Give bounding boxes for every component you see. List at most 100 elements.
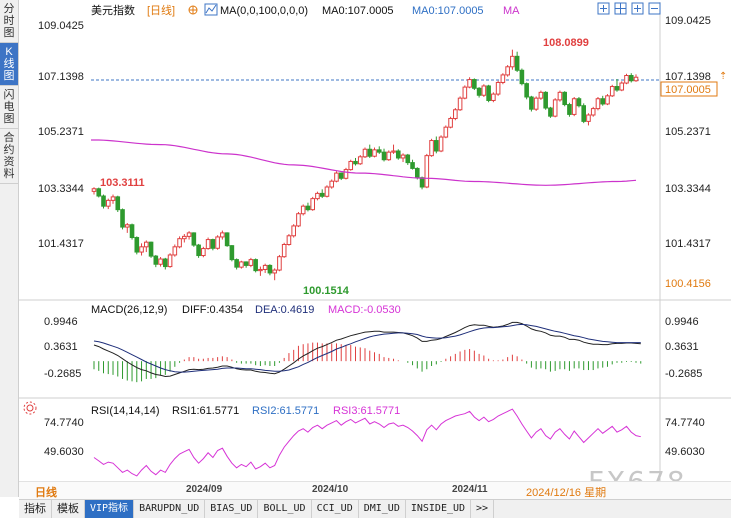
price-tick-left: 109.0425	[38, 20, 84, 32]
price-tick-right: 107.1398	[665, 71, 711, 83]
candle-body	[362, 148, 368, 158]
candle-body	[434, 140, 439, 152]
macd-tick-right: 0.3631	[665, 341, 699, 353]
candle-body	[258, 268, 263, 272]
rsi-tick-right: 49.6030	[665, 446, 705, 458]
candle-body	[129, 224, 135, 239]
candle-body	[600, 98, 606, 105]
high-annotation: 108.0899	[543, 37, 589, 49]
candle-body	[514, 55, 520, 71]
candle-body	[124, 224, 130, 228]
indicator-tab[interactable]: 指标	[19, 500, 52, 518]
candle-body	[353, 160, 358, 165]
indicator-tab[interactable]: BARUPDN_UD	[134, 500, 206, 518]
candle-body	[239, 261, 244, 268]
candle-body	[609, 86, 615, 97]
macd-diff-value: DIFF:0.4354	[182, 304, 243, 316]
candle-body	[267, 264, 273, 274]
instrument-name: 美元指数	[91, 3, 135, 17]
candle-body	[177, 238, 182, 248]
indicator-tab[interactable]: BIAS_UD	[205, 500, 259, 518]
candle-body	[529, 96, 534, 110]
indicator-tab[interactable]: BOLL_UD	[258, 500, 312, 518]
candle-body	[567, 104, 572, 115]
zoom-out-icon[interactable]	[648, 2, 661, 15]
candle-body	[476, 87, 482, 96]
candle-body	[182, 235, 187, 240]
side-tab-3[interactable]: 合约资料	[0, 129, 18, 184]
candle-body	[115, 196, 121, 211]
candle-body	[186, 232, 192, 237]
side-tab-2[interactable]: 闪电图	[0, 86, 18, 129]
candle-body	[443, 126, 449, 138]
candle-body	[590, 108, 596, 116]
indicator-tab[interactable]: 模板	[52, 500, 85, 518]
candle-body	[495, 81, 501, 95]
candle-body	[148, 241, 154, 257]
candle-body	[472, 79, 477, 89]
candle-body	[338, 172, 344, 179]
indicator-tab[interactable]: VIP指标	[85, 500, 135, 518]
candle-body	[548, 107, 553, 117]
candle-body	[234, 259, 239, 268]
rsi-tick-left: 74.7740	[44, 417, 84, 429]
zoom-in-icon[interactable]	[631, 2, 644, 15]
candle-body	[605, 95, 610, 105]
candle-body	[153, 255, 159, 265]
price-tick-right: 109.0425	[665, 15, 711, 27]
candle-body	[448, 117, 453, 128]
candle-body	[215, 236, 220, 249]
left-annotation: 103.3111	[100, 177, 145, 189]
ma-legend: MA	[503, 5, 520, 17]
macd-tick-right: -0.2685	[665, 368, 702, 380]
candle-body	[272, 269, 277, 274]
side-tab-label: 分时图	[3, 3, 15, 39]
rsi-plot	[93, 408, 641, 477]
candle-body	[286, 235, 292, 246]
candle-body	[139, 246, 144, 253]
indicator-tab[interactable]: INSIDE_UD	[406, 500, 472, 518]
price-axis-left: 109.0425 107.1398 105.2371 103.3344 101.…	[38, 20, 84, 250]
candle-body	[191, 232, 197, 246]
price-axis-right: 109.0425 107.1398 105.2371 103.3344 101.…	[665, 15, 711, 250]
indicator-tab[interactable]: CCI_UD	[312, 500, 359, 518]
side-tab-0[interactable]: 分时图	[0, 0, 18, 43]
period-settings-icon[interactable]	[188, 5, 198, 15]
candle-body	[481, 85, 487, 96]
crosshair-icon[interactable]	[597, 2, 610, 15]
period-label[interactable]: 日线	[35, 487, 57, 499]
ma-params: MA(0,0,100,0,0,0)	[220, 5, 308, 17]
layout-icon[interactable]	[614, 2, 627, 15]
macd-axis-left: 0.9946 0.3631 -0.2685	[44, 316, 81, 380]
candle-body	[277, 256, 282, 271]
candle-body	[519, 69, 525, 85]
macd-dea-value: DEA:0.4619	[255, 304, 314, 316]
candle-body	[410, 162, 415, 169]
candle-body	[614, 86, 620, 91]
candle-body	[229, 245, 235, 261]
candle-body	[624, 75, 629, 84]
price-tick-right: 103.3344	[665, 183, 711, 195]
indicator-tab[interactable]: DMI_UD	[359, 500, 406, 518]
rsi3-value: RSI3:61.5771	[333, 405, 400, 417]
chart-period[interactable]: [日线]	[147, 3, 175, 17]
candle-body	[224, 232, 230, 247]
candle-body	[381, 151, 387, 161]
candle-body	[120, 209, 125, 228]
candle-body	[419, 177, 425, 188]
macd-tick-left: -0.2685	[44, 368, 81, 380]
price-tick-left: 103.3344	[38, 183, 84, 195]
candle-body	[372, 149, 377, 157]
candle-body	[586, 114, 591, 122]
rsi-tick-left: 49.6030	[44, 446, 84, 458]
candle-body	[248, 259, 254, 266]
indicator-chart-icon[interactable]	[204, 3, 218, 16]
candle-body	[96, 188, 102, 197]
candle-body	[196, 244, 201, 257]
rsi-settings-icon[interactable]	[23, 401, 37, 415]
side-tab-label: 闪电图	[3, 89, 15, 125]
chart-canvas: 美元指数 [日线] MA(0,0,100,0,0,0) MA0:107.0005…	[19, 2, 731, 481]
macd-diff-line	[93, 321, 641, 378]
indicator-tab[interactable]: >>	[471, 500, 495, 518]
